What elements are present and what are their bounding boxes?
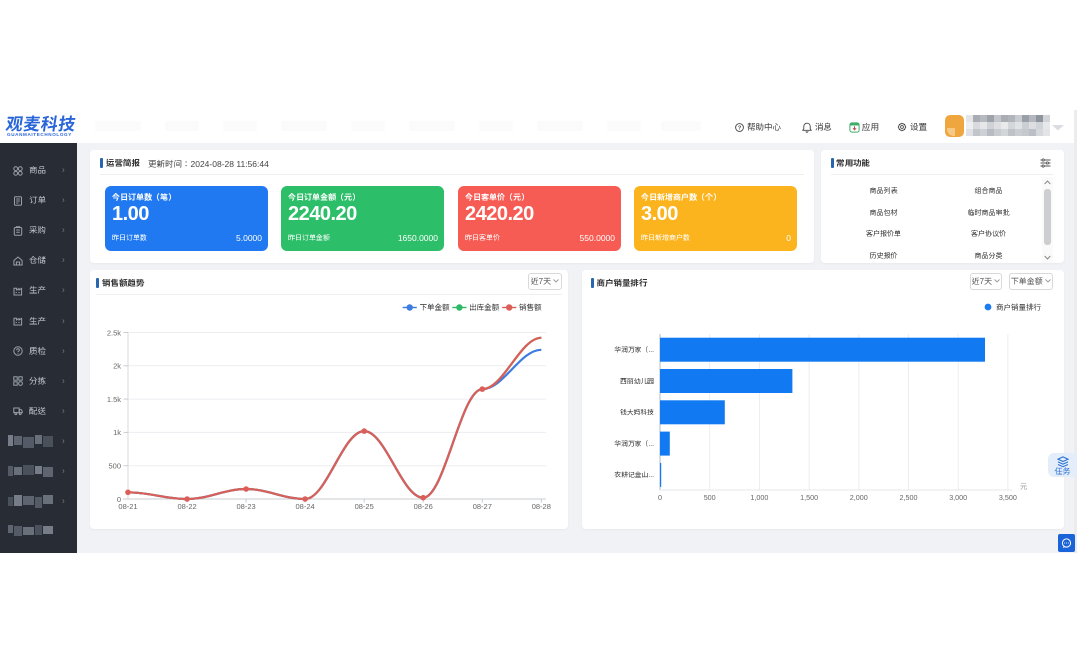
svg-text:08-26: 08-26 <box>414 502 433 511</box>
svg-text:500: 500 <box>704 493 716 502</box>
svg-text:08-27: 08-27 <box>473 502 492 511</box>
svg-text:08-22: 08-22 <box>178 502 197 511</box>
svg-text:0: 0 <box>117 495 121 504</box>
svg-text:农耕记金山...: 农耕记金山... <box>613 471 654 479</box>
svg-text:3,500: 3,500 <box>999 493 1017 502</box>
svg-text:0: 0 <box>658 493 662 502</box>
svg-text:08-25: 08-25 <box>355 502 374 511</box>
svg-text:1.5k: 1.5k <box>107 395 121 404</box>
svg-text:08-23: 08-23 <box>237 502 256 511</box>
svg-text:元: 元 <box>1020 482 1027 491</box>
svg-text:08-21: 08-21 <box>118 502 137 511</box>
svg-text:销售额: 销售额 <box>519 303 542 312</box>
svg-text:1,500: 1,500 <box>800 493 818 502</box>
svg-text:商户销量排行: 商户销量排行 <box>996 303 1041 312</box>
svg-text:2.5k: 2.5k <box>107 328 121 337</box>
svg-text:西丽幼儿园: 西丽幼儿园 <box>620 377 654 385</box>
svg-text:2,000: 2,000 <box>850 493 868 502</box>
svg-text:500: 500 <box>108 462 121 471</box>
svg-text:出库金额: 出库金额 <box>469 303 499 312</box>
svg-text:2k: 2k <box>113 362 121 371</box>
svg-text:下单金额: 下单金额 <box>420 303 450 312</box>
svg-text:华润万家（...: 华润万家（... <box>614 346 654 354</box>
svg-text:华润万家（...: 华润万家（... <box>614 440 654 448</box>
svg-text:1,000: 1,000 <box>750 493 768 502</box>
svg-text:1k: 1k <box>113 428 121 437</box>
svg-text:2,500: 2,500 <box>900 493 918 502</box>
svg-text:?: ? <box>738 125 742 131</box>
svg-text:钱大妈科技: 钱大妈科技 <box>620 408 654 417</box>
svg-text:3,000: 3,000 <box>949 493 967 502</box>
svg-text:08-28: 08-28 <box>532 502 551 511</box>
svg-text:08-24: 08-24 <box>296 502 315 511</box>
